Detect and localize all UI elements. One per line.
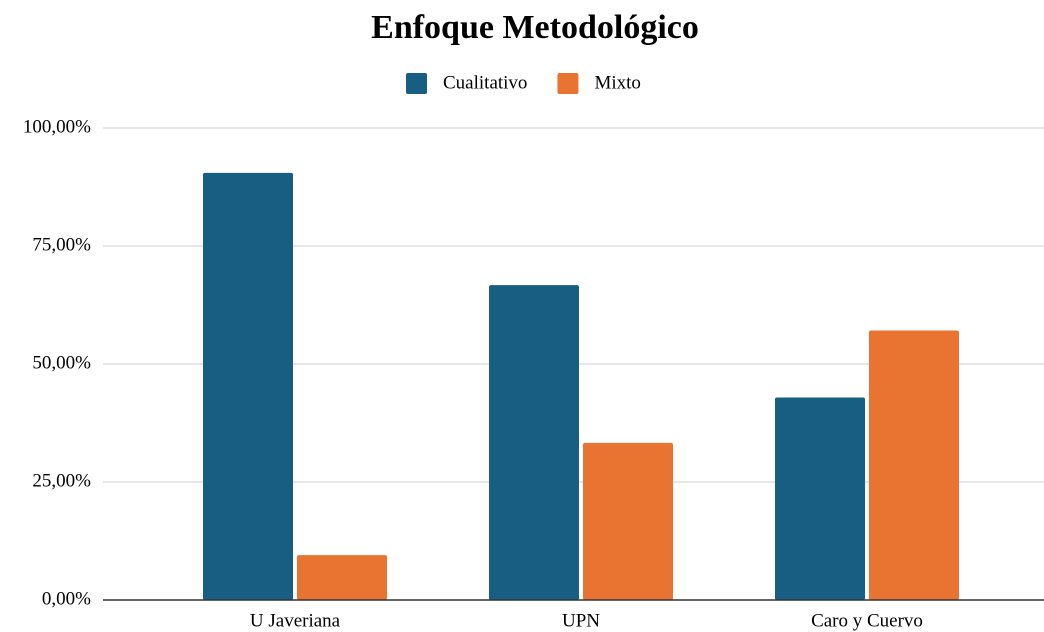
y-tick-label: 0,00% xyxy=(42,588,91,609)
legend-swatch xyxy=(406,73,427,94)
bar xyxy=(775,397,865,600)
x-tick-label: Caro y Cuervo xyxy=(811,610,923,631)
x-tick-label: U Javeriana xyxy=(250,610,341,631)
bar xyxy=(489,285,579,600)
x-tick-label: UPN xyxy=(562,610,600,631)
y-tick-label: 50,00% xyxy=(32,352,91,373)
legend-label: Cualitativo xyxy=(443,72,527,93)
bar xyxy=(583,442,673,600)
bar xyxy=(297,555,387,600)
legend-swatch xyxy=(557,73,579,94)
y-tick-label: 100,00% xyxy=(23,116,91,137)
bar xyxy=(869,330,959,600)
y-tick-label: 75,00% xyxy=(32,234,91,255)
bar xyxy=(203,172,293,600)
chart-title: Enfoque Metodológico xyxy=(371,9,699,46)
legend-label: Mixto xyxy=(594,72,640,93)
y-tick-label: 25,00% xyxy=(32,470,91,491)
